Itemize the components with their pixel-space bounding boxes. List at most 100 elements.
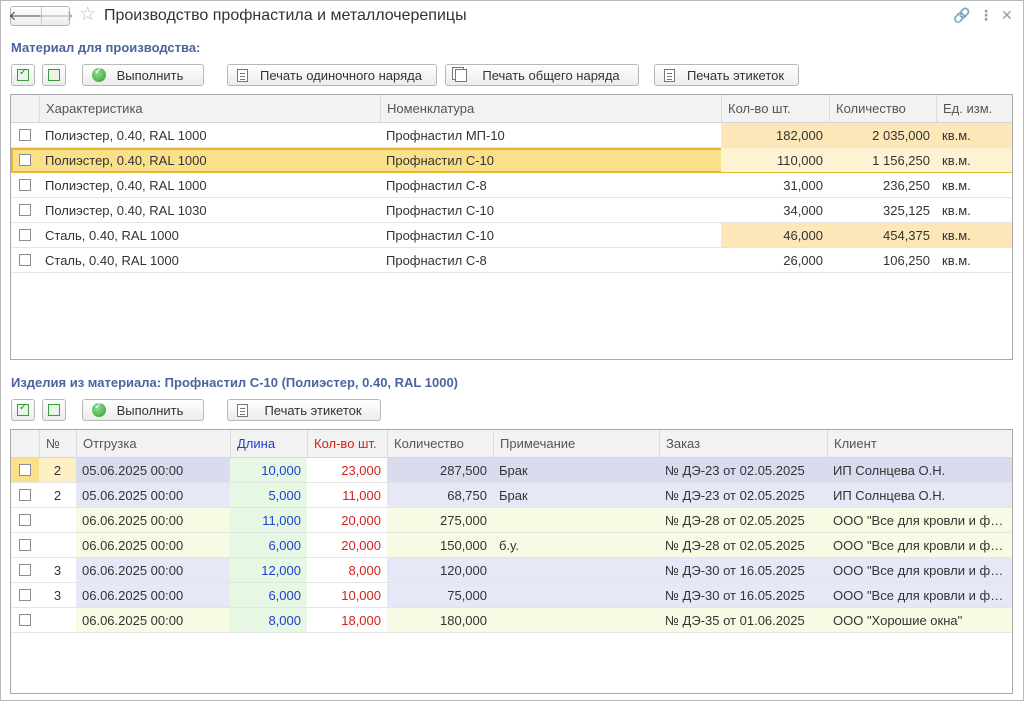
materials-table: Характеристика Номенклатура Кол-во шт. К… (10, 94, 1013, 360)
header-order[interactable]: Заказ (659, 430, 827, 457)
quantity-cell: 180,000 (440, 613, 487, 628)
nomenclature-cell: Профнастил С-8 (386, 253, 487, 268)
qty-pcs-cell: 182,000 (721, 123, 829, 147)
header-quantity[interactable]: Количество (387, 430, 493, 457)
shipment-cell: 05.06.2025 00:00 (82, 463, 184, 478)
row-checkbox[interactable] (19, 129, 31, 141)
materials-row[interactable]: Полиэстер, 0.40, RAL 1000 Профнастил С-10… (11, 148, 1012, 173)
products-execute-button[interactable]: Выполнить (82, 399, 204, 421)
products-row[interactable]: 3 06.06.2025 00:00 12,000 8,000 120,000 № ДЭ-… (11, 558, 1012, 583)
shipment-cell: 06.06.2025 00:00 (82, 538, 184, 553)
materials-row[interactable]: Полиэстер, 0.40, RAL 1000 Профнастил С-8 3… (11, 173, 1012, 198)
nomenclature-cell: Профнастил С-10 (386, 203, 494, 218)
row-checkbox[interactable] (19, 614, 31, 626)
header-length[interactable]: Длина (230, 430, 307, 457)
length-cell: 6,000 (230, 583, 307, 607)
header-pieces[interactable]: Кол-во шт. (307, 430, 387, 457)
products-row[interactable]: 06.06.2025 00:00 6,000 20,000 150,000 б.у. № … (11, 533, 1012, 558)
length-cell: 6,000 (230, 533, 307, 557)
products-row[interactable]: 06.06.2025 00:00 8,000 18,000 180,000 № ДЭ-3… (11, 608, 1012, 633)
products-check-all-button[interactable] (11, 399, 35, 421)
characteristic-cell: Сталь, 0.40, RAL 1000 (45, 253, 179, 268)
header-nomenclature[interactable]: Номенклатура (380, 95, 721, 122)
materials-row[interactable]: Сталь, 0.40, RAL 1000 Профнастил С-8 26,00… (11, 248, 1012, 273)
materials-section-title: Материал для производства: (11, 40, 201, 55)
row-checkbox[interactable] (19, 514, 31, 526)
products-section-title: Изделия из материала: Профнастил С-10 (П… (11, 375, 459, 390)
print-single-order-button[interactable]: Печать одиночного наряда (227, 64, 437, 86)
quantity-cell: 106,250 (883, 253, 930, 268)
header-client[interactable]: Клиент (827, 430, 1012, 457)
header-number[interactable]: № (39, 430, 76, 457)
order-cell: № ДЭ-35 от 01.06.2025 (665, 613, 805, 628)
quantity-cell: 2 035,000 (829, 123, 936, 147)
row-checkbox[interactable] (19, 204, 31, 216)
materials-row[interactable]: Полиэстер, 0.40, RAL 1000 Профнастил МП-1… (11, 123, 1012, 148)
quantity-cell: 68,750 (447, 488, 487, 503)
products-uncheck-all-button[interactable] (42, 399, 66, 421)
check-all-icon (17, 402, 29, 416)
forward-arrow-icon[interactable]: 🡒 (39, 7, 74, 25)
header-checkbox-col (11, 430, 39, 457)
star-icon[interactable]: ☆ (79, 4, 97, 25)
uncheck-all-button[interactable] (42, 64, 66, 86)
document-icon (237, 68, 248, 82)
header-unit[interactable]: Ед. изм. (936, 95, 1012, 122)
row-checkbox[interactable] (19, 489, 31, 501)
nomenclature-cell: Профнастил С-10 (386, 153, 494, 168)
note-cell (493, 558, 659, 582)
unit-cell: кв.м. (936, 123, 1012, 147)
header-shipment[interactable]: Отгрузка (76, 430, 230, 457)
execute-icon (92, 401, 106, 417)
check-all-button[interactable] (11, 64, 35, 86)
header-characteristic[interactable]: Характеристика (39, 95, 380, 122)
row-checkbox[interactable] (19, 564, 31, 576)
print-general-order-button[interactable]: Печать общего наряда (445, 64, 639, 86)
nav-buttons: 🡐 🡒 (8, 6, 74, 26)
order-cell: № ДЭ-30 от 16.05.2025 (665, 588, 805, 603)
quantity-cell: 325,125 (883, 203, 930, 218)
number-cell (39, 533, 76, 557)
header-quantity[interactable]: Количество (829, 95, 936, 122)
header-checkbox-col (11, 95, 39, 122)
products-row[interactable]: 2 05.06.2025 00:00 5,000 11,000 68,750 Брак № … (11, 483, 1012, 508)
row-checkbox[interactable] (19, 589, 31, 601)
products-row[interactable]: 3 06.06.2025 00:00 6,000 10,000 75,000 № ДЭ-3… (11, 583, 1012, 608)
products-print-labels-button[interactable]: Печать этикеток (227, 399, 381, 421)
note-cell: б.у. (499, 538, 519, 553)
products-row[interactable]: 2 05.06.2025 00:00 10,000 23,000 287,500 Брак… (11, 458, 1012, 483)
materials-row[interactable]: Сталь, 0.40, RAL 1000 Профнастил С-10 46,0… (11, 223, 1012, 248)
qty-pcs-cell: 46,000 (721, 223, 829, 247)
shipment-cell: 06.06.2025 00:00 (82, 563, 184, 578)
products-row[interactable]: 06.06.2025 00:00 11,000 20,000 275,000 № ДЭ-… (11, 508, 1012, 533)
order-cell: № ДЭ-28 от 02.05.2025 (665, 538, 805, 553)
header-note[interactable]: Примечание (493, 430, 659, 457)
execute-icon (92, 66, 106, 82)
client-cell: ООО "Все для кровли и фасада" (833, 538, 1013, 553)
characteristic-cell: Полиэстер, 0.40, RAL 1000 (45, 178, 207, 193)
pieces-cell: 20,000 (307, 508, 387, 532)
row-checkbox[interactable] (19, 254, 31, 266)
print-labels-button[interactable]: Печать этикеток (654, 64, 799, 86)
more-icon[interactable]: ⋮ (979, 7, 993, 23)
link-icon[interactable]: 🔗 (953, 7, 971, 23)
products-table-header: № Отгрузка Длина Кол-во шт. Количество П… (11, 430, 1012, 458)
row-checkbox[interactable] (19, 539, 31, 551)
row-checkbox[interactable] (19, 229, 31, 241)
execute-button[interactable]: Выполнить (82, 64, 204, 86)
row-checkbox[interactable] (19, 154, 31, 166)
qty-pcs-cell: 34,000 (783, 203, 823, 218)
checkbox-cell (11, 558, 39, 582)
back-arrow-icon[interactable]: 🡐 (8, 8, 44, 23)
pieces-cell: 11,000 (307, 483, 387, 507)
close-icon[interactable]: ✕ (1001, 7, 1013, 23)
products-table: № Отгрузка Длина Кол-во шт. Количество П… (10, 429, 1013, 694)
client-cell: ООО "Все для кровли и фасада" (833, 513, 1013, 528)
row-checkbox[interactable] (19, 464, 31, 476)
row-checkbox[interactable] (19, 179, 31, 191)
nomenclature-cell: Профнастил МП-10 (386, 128, 505, 143)
header-qty-pcs[interactable]: Кол-во шт. (721, 95, 829, 122)
number-cell: 3 (39, 583, 76, 607)
materials-row[interactable]: Полиэстер, 0.40, RAL 1030 Профнастил С-10… (11, 198, 1012, 223)
